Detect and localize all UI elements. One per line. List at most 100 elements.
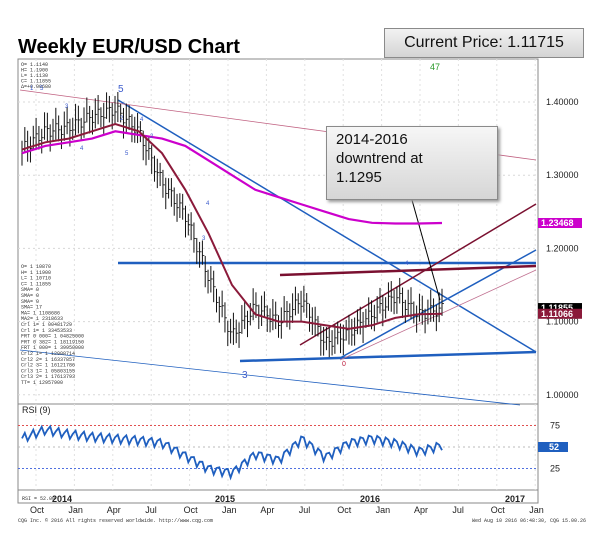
footer-left: CQG Inc. © 2016 All rights reserved worl… xyxy=(18,517,213,524)
wave-label: 4 xyxy=(405,261,409,267)
callout-line-1: 2014-2016 xyxy=(336,131,408,148)
indicator-line: FRT 1 000= 1 39950000 xyxy=(21,345,84,351)
indicator-line: SMA= 17 xyxy=(21,305,42,311)
wave-label: 4 xyxy=(140,117,144,123)
trendline-6 xyxy=(279,264,537,277)
trendline-8 xyxy=(339,269,537,361)
price-tick-label: 1.10000 xyxy=(546,317,579,327)
month-label: Oct xyxy=(491,505,506,515)
indicator-line: Crl2 2= 1 16337857 xyxy=(21,357,75,363)
wave-label: 3 xyxy=(65,104,69,110)
trendline-3 xyxy=(19,349,521,406)
rsi-tick-75: 75 xyxy=(550,421,560,431)
callout-pointer xyxy=(411,199,441,301)
indicator-line: Crl 1= 1 00481729 xyxy=(21,322,72,328)
callout-line-2: downtrend at xyxy=(336,150,423,167)
wave-label: 2 xyxy=(120,116,124,122)
indicator-line: Crl 1= 1 33453533 xyxy=(21,328,72,334)
rsi-panel: RSI (9) RSI = 52.00 xyxy=(18,405,538,502)
rsi-current-tag-label: 52 xyxy=(549,442,559,452)
price-tag-label-0: 1.23468 xyxy=(541,218,574,228)
axes: 1.40000 1.30000 1.20000 1.10000 1.00000 1.234… xyxy=(18,97,586,524)
indicator-line: Crl3 1= 1 05803155 xyxy=(21,368,75,374)
callout-line-3: 1.1295 xyxy=(336,169,382,186)
ohlc-line: Δ=+0.00680 xyxy=(21,84,51,90)
month-label: Jul xyxy=(299,505,311,515)
moving-averages xyxy=(21,122,443,330)
rsi-current-tag xyxy=(538,442,568,452)
price-tick-label: 1.40000 xyxy=(546,97,579,107)
indicator-line: SMA= 0 xyxy=(21,299,39,305)
year-label: 2015 xyxy=(215,494,235,504)
price-tag-2 xyxy=(538,308,582,319)
wave-label: 5 xyxy=(125,151,129,157)
top-label: 47 xyxy=(430,62,440,72)
wave-label: 3 xyxy=(242,370,248,381)
indicator-line: C= 1 11855 xyxy=(21,281,51,287)
indicator-line: FRT 0 382= 1 18119150 xyxy=(21,339,84,345)
price-tag-1 xyxy=(538,303,582,314)
ohlc-line: L= 1.1130 xyxy=(21,73,48,79)
current-price-box: Current Price: 1.11715 xyxy=(384,28,584,58)
footer-right: Wed Aug 10 2016 06:48:30, CQG 15.00.26 xyxy=(472,518,586,524)
month-label: Apr xyxy=(260,505,274,515)
month-label: Apr xyxy=(414,505,428,515)
rsi-line xyxy=(21,424,443,481)
ohlc-line: H= 1.1900 xyxy=(21,68,48,74)
indicator-line: L= 1 10710 xyxy=(21,276,51,282)
month-label: Jul xyxy=(145,505,157,515)
month-label: Apr xyxy=(107,505,121,515)
ohlc-line: C= 1.11855 xyxy=(21,79,51,85)
price-bars xyxy=(21,92,444,358)
price-tick-label: 1.20000 xyxy=(546,243,579,253)
price-tick-label: 1.30000 xyxy=(546,170,579,180)
price-tag-label-2: 1.11066 xyxy=(541,309,573,319)
trendline-2 xyxy=(239,350,537,363)
trendline-5 xyxy=(299,203,537,346)
year-label: 2017 xyxy=(505,494,525,504)
price-tag-0 xyxy=(538,217,582,228)
indicator-line: Crl3 2= 1 17613793 xyxy=(21,374,75,380)
ma-long-line xyxy=(21,130,443,225)
ma-short-line xyxy=(21,122,443,330)
trendline-0 xyxy=(117,99,537,353)
year-label: 2016 xyxy=(360,494,380,504)
month-label: Oct xyxy=(30,505,45,515)
indicator-line: Crl2 1= 1 12908714 xyxy=(21,351,75,357)
month-label: Oct xyxy=(184,505,199,515)
price-tick-label: 1.00000 xyxy=(546,390,579,400)
indicator-line: SMA= 0 xyxy=(21,287,39,293)
wave-label: 3 xyxy=(202,236,206,242)
trendlines xyxy=(19,89,537,406)
indicator-line: TT= 1 12957900 xyxy=(21,380,63,386)
wave-label: 4 xyxy=(206,201,210,207)
indicator-line: SMA= 0 xyxy=(21,293,39,299)
chart-title: Weekly EUR/USD Chart xyxy=(18,36,240,58)
indicator-line: MA2= 1 2318633 xyxy=(21,316,63,322)
month-label: Jul xyxy=(452,505,464,515)
downtrend-callout: 2014-2016 downtrend at 1.1295 xyxy=(326,126,498,200)
month-label: Jan xyxy=(222,505,237,515)
indicator-line: FRT 0 000= 1 04825000 xyxy=(21,334,84,340)
rsi-footer: RSI = 52.00 xyxy=(22,496,55,502)
wave-label: 2 xyxy=(150,134,154,140)
month-label: Jan xyxy=(529,505,544,515)
month-label: Jan xyxy=(68,505,83,515)
indicator-line: Crl2 3= 1 16121786 xyxy=(21,363,75,369)
wave-label: 5 xyxy=(40,86,44,92)
wave-label: 5 xyxy=(118,84,124,95)
ohlc-line: O= 1.1140 xyxy=(21,62,48,68)
sub-marker: 0 xyxy=(342,361,346,368)
chart-frame xyxy=(17,58,539,504)
indicator-line: O= 1 10870 xyxy=(21,264,51,270)
wave-label: 1 xyxy=(30,86,34,92)
rsi-title: RSI (9) xyxy=(22,405,51,415)
indicator-line: MA= 1 1108686 xyxy=(21,310,60,316)
rsi-tick-25: 25 xyxy=(550,464,560,474)
month-label: Jan xyxy=(376,505,391,515)
wave-label: 4 xyxy=(80,146,84,152)
month-label: Oct xyxy=(337,505,352,515)
price-tag-label-1: 1.11855 xyxy=(541,303,573,313)
